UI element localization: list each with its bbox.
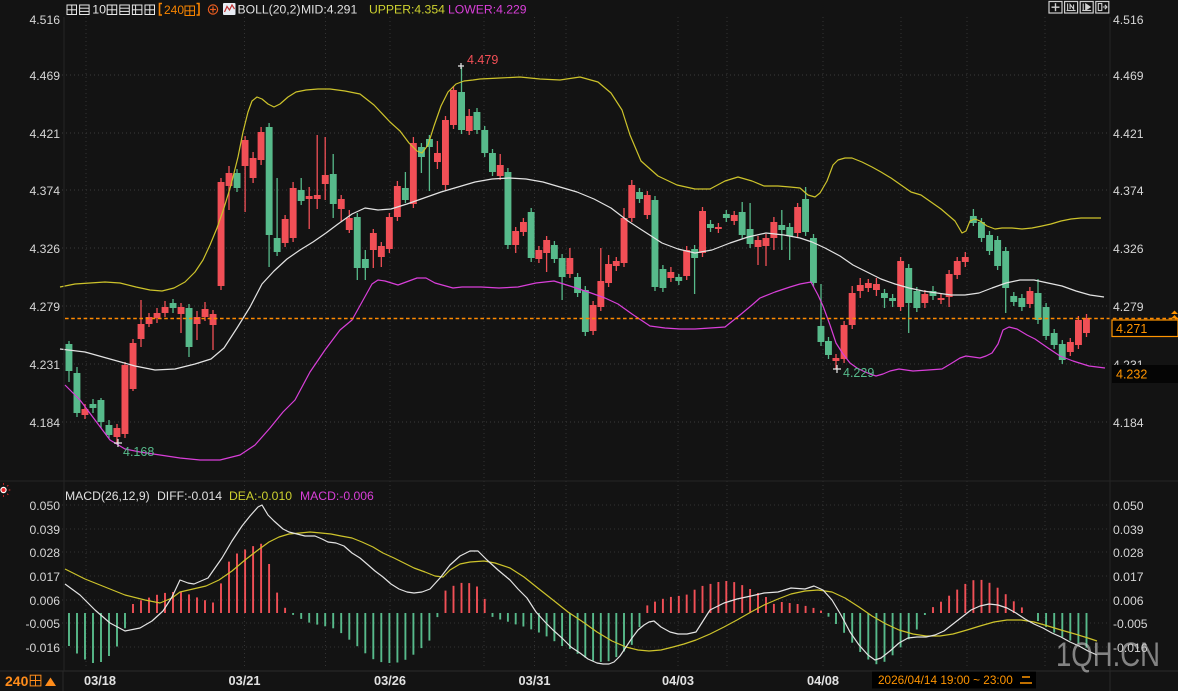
svg-text:03/21: 03/21 — [228, 673, 260, 688]
svg-text:4.421: 4.421 — [1113, 127, 1144, 141]
svg-text:4.168: 4.168 — [123, 445, 154, 459]
svg-text:4.479: 4.479 — [467, 53, 498, 67]
svg-text:0.017: 0.017 — [30, 570, 61, 584]
svg-text:0.028: 0.028 — [1113, 546, 1144, 560]
svg-text:4.374: 4.374 — [30, 184, 61, 198]
svg-text:0.050: 0.050 — [30, 499, 61, 513]
svg-text:4.326: 4.326 — [30, 242, 61, 256]
svg-text:240: 240 — [164, 3, 184, 17]
svg-text:0.028: 0.028 — [30, 546, 61, 560]
svg-text:04/03: 04/03 — [662, 673, 694, 688]
svg-text:4.326: 4.326 — [1113, 242, 1144, 256]
svg-text:DEA:-0.010: DEA:-0.010 — [229, 489, 292, 503]
svg-text:0.006: 0.006 — [1113, 594, 1144, 608]
svg-text:4.516: 4.516 — [30, 13, 61, 27]
svg-text:MACD(26,12,9): MACD(26,12,9) — [65, 489, 150, 503]
svg-text:10: 10 — [92, 3, 106, 17]
svg-text:0.039: 0.039 — [30, 523, 61, 537]
svg-text:4.271: 4.271 — [1116, 322, 1147, 336]
svg-text:4.229: 4.229 — [843, 366, 874, 380]
svg-text:0.017: 0.017 — [1113, 570, 1144, 584]
svg-text:1QH.CN: 1QH.CN — [1056, 636, 1160, 674]
svg-text:4.374: 4.374 — [1113, 184, 1144, 198]
svg-text:03/31: 03/31 — [518, 673, 550, 688]
svg-text:4.279: 4.279 — [1113, 300, 1144, 314]
svg-text:-0.016: -0.016 — [25, 641, 60, 655]
svg-text:4.421: 4.421 — [30, 127, 61, 141]
svg-text:DIFF:-0.014: DIFF:-0.014 — [157, 489, 222, 503]
svg-text:4.469: 4.469 — [30, 69, 61, 83]
svg-text:UPPER:4.354: UPPER:4.354 — [369, 3, 445, 17]
svg-text:-0.005: -0.005 — [1113, 617, 1148, 631]
svg-text:0.006: 0.006 — [30, 594, 61, 608]
svg-text:2026/04/14 19:00 ~ 23:00: 2026/04/14 19:00 ~ 23:00 — [878, 673, 1013, 687]
svg-text:4.231: 4.231 — [30, 358, 61, 372]
svg-text:4.516: 4.516 — [1113, 13, 1144, 27]
svg-text:4.469: 4.469 — [1113, 69, 1144, 83]
svg-text:0.039: 0.039 — [1113, 523, 1144, 537]
svg-text:04/08: 04/08 — [807, 673, 839, 688]
svg-text:4.184: 4.184 — [30, 416, 61, 430]
svg-text:0.050: 0.050 — [1113, 499, 1144, 513]
svg-text:03/18: 03/18 — [84, 673, 116, 688]
svg-text:BOLL(20,2): BOLL(20,2) — [238, 3, 301, 17]
svg-text:4.184: 4.184 — [1113, 416, 1144, 430]
svg-text:240: 240 — [5, 673, 29, 689]
svg-text:-0.005: -0.005 — [25, 617, 60, 631]
svg-text:4.279: 4.279 — [30, 300, 61, 314]
svg-text:MID:4.291: MID:4.291 — [301, 3, 357, 17]
svg-text:MACD:-0.006: MACD:-0.006 — [300, 489, 374, 503]
svg-text:-0.016: -0.016 — [1113, 641, 1148, 655]
svg-text:4.232: 4.232 — [1116, 368, 1147, 382]
svg-text:LOWER:4.229: LOWER:4.229 — [448, 3, 527, 17]
svg-text:03/26: 03/26 — [374, 673, 406, 688]
